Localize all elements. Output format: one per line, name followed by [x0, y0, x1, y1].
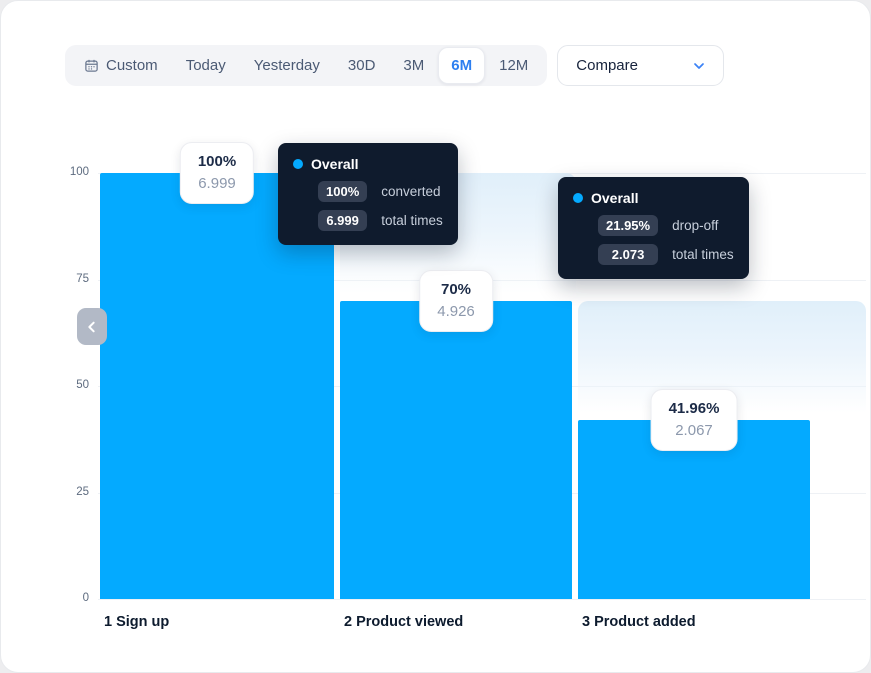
- calendar-icon: [85, 59, 98, 72]
- compare-dropdown[interactable]: Compare: [557, 45, 725, 86]
- tooltip-rows: 100% converted 6.999 total times: [318, 181, 443, 231]
- total-count: 6.999: [198, 175, 236, 193]
- tooltip-series-name: Overall: [311, 156, 359, 172]
- step-label: 2 Product viewed: [344, 614, 464, 630]
- y-axis-tick-label: 75: [76, 273, 89, 285]
- toolbar: Custom Today Yesterday 30D 3M 6M 12M Compare: [65, 45, 725, 86]
- y-axis-tick-label: 100: [69, 166, 89, 178]
- tooltip-header: Overall: [293, 156, 443, 172]
- prev-step-button[interactable]: [77, 308, 107, 345]
- compare-label: Compare: [576, 57, 638, 74]
- step-label: 1 Sign up: [104, 614, 170, 630]
- y-axis-tick-label: 25: [76, 486, 89, 498]
- conversion-percent: 70%: [440, 281, 472, 298]
- bar-value-label: 70% 4.926: [419, 270, 493, 332]
- bar-value-label: 100% 6.999: [179, 142, 255, 204]
- range-option-label: 3M: [403, 57, 425, 74]
- range-option-30d[interactable]: 30D: [334, 45, 390, 86]
- range-option-3m[interactable]: 3M: [389, 45, 438, 86]
- y-axis-tick-label: 0: [82, 592, 89, 604]
- total-count: 2.067: [675, 422, 713, 440]
- tooltip-step-converted: Overall 100% converted 6.999 total times: [278, 143, 458, 245]
- tooltip-value-badge: 2.073: [598, 244, 659, 265]
- tooltip-value-badge: 21.95%: [598, 215, 659, 236]
- tooltip-metric-label: total times: [672, 247, 734, 262]
- series-dot-icon: [573, 193, 583, 203]
- range-option-12m[interactable]: 12M: [485, 45, 542, 86]
- range-option-label: Today: [185, 57, 226, 74]
- gridline: [98, 599, 866, 600]
- funnel-bar[interactable]: [340, 301, 572, 599]
- range-option-yesterday[interactable]: Yesterday: [240, 45, 334, 86]
- conversion-percent: 100%: [197, 153, 237, 170]
- tooltip-metric-label: drop-off: [672, 218, 719, 233]
- range-option-label: 6M: [451, 57, 473, 74]
- tooltip-value-badge: 100%: [318, 181, 368, 202]
- range-option-label: Custom: [106, 57, 158, 74]
- tooltip-rows: 21.95% drop-off 2.073 total times: [598, 215, 734, 265]
- tooltip-series-name: Overall: [591, 190, 639, 206]
- range-option-label: 30D: [347, 57, 376, 74]
- tooltip-metric-label: total times: [381, 213, 443, 228]
- y-axis-tick-label: 50: [76, 379, 89, 391]
- range-option-6m[interactable]: 6M: [438, 47, 486, 84]
- step-label: 3 Product added: [582, 614, 696, 630]
- tooltip-step-dropoff: Overall 21.95% drop-off 2.073 total time…: [558, 177, 749, 279]
- chevron-left-icon: [88, 321, 95, 332]
- tooltip-value-badge: 6.999: [318, 210, 368, 231]
- range-option-today[interactable]: Today: [172, 45, 240, 86]
- range-option-label: 12M: [499, 57, 529, 74]
- tooltip-metric-label: converted: [381, 184, 441, 199]
- range-option-custom[interactable]: Custom: [70, 45, 172, 86]
- conversion-percent: 41.96%: [668, 400, 720, 417]
- tooltip-header: Overall: [573, 190, 734, 206]
- series-dot-icon: [293, 159, 303, 169]
- chevron-down-icon: [694, 62, 705, 69]
- total-count: 4.926: [437, 303, 475, 321]
- date-range-group: Custom Today Yesterday 30D 3M 6M 12M: [65, 45, 548, 86]
- range-option-label: Yesterday: [253, 57, 320, 74]
- bar-value-label: 41.96% 2.067: [650, 389, 738, 451]
